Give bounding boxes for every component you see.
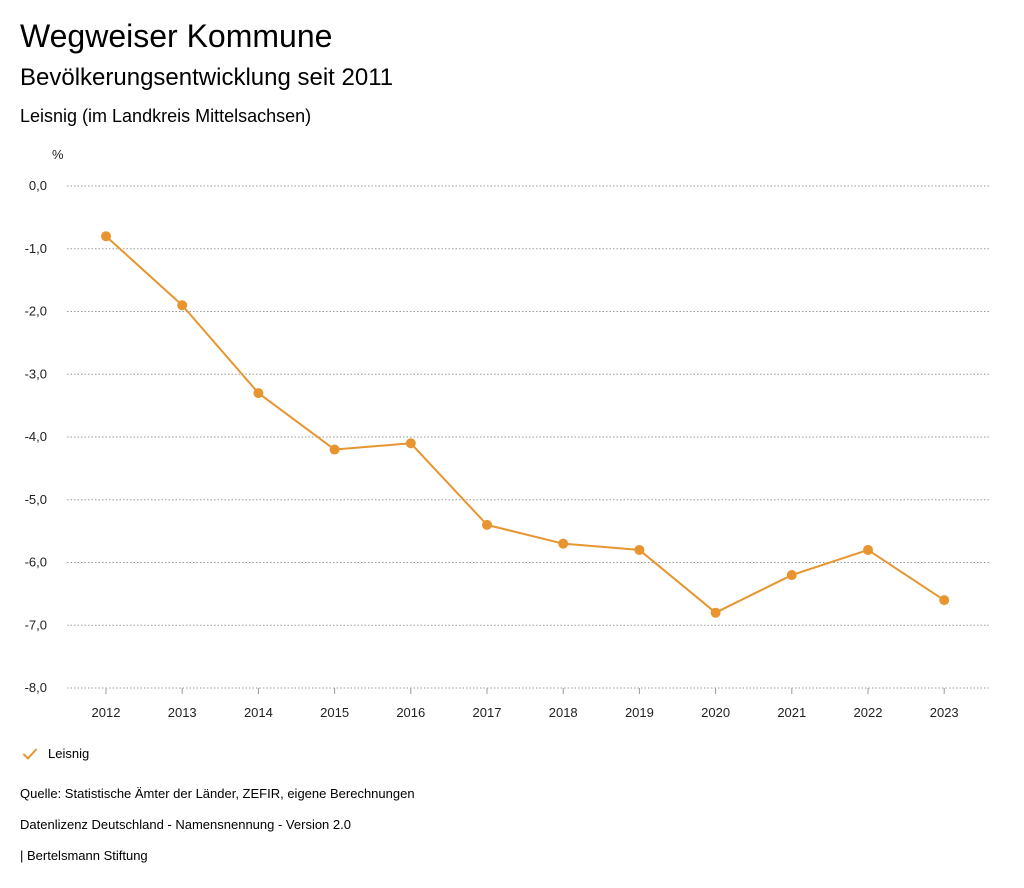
x-tick-label: 2023 <box>930 705 959 720</box>
checkmark-icon <box>23 748 37 760</box>
data-point[interactable] <box>710 607 721 618</box>
x-tick-label: 2013 <box>168 705 197 720</box>
data-point[interactable] <box>253 388 264 399</box>
data-point[interactable] <box>939 595 950 606</box>
legend[interactable]: Leisnig <box>22 744 89 764</box>
y-tick-label: -6,0 <box>25 555 47 570</box>
x-tick-label: 2015 <box>320 705 349 720</box>
data-point[interactable] <box>405 438 416 449</box>
y-tick-label: -3,0 <box>25 366 47 381</box>
series-line-leisnig <box>105 235 945 614</box>
source-note: Quelle: Statistische Ämter der Länder, Z… <box>20 786 415 801</box>
x-tick-label: 2017 <box>473 705 502 720</box>
x-tick-label: 2020 <box>701 705 730 720</box>
license-note: Datenlizenz Deutschland - Namensnennung … <box>20 817 351 832</box>
data-point[interactable] <box>558 538 569 549</box>
y-tick-label: -5,0 <box>25 492 47 507</box>
publisher-note: | Bertelsmann Stiftung <box>20 848 148 863</box>
line-chart: % 0,0 -1,0 -2,0 -3,0 -4,0 -5,0 -6,0 -7,0 -8,0 20… <box>25 147 990 720</box>
data-point[interactable] <box>863 544 873 555</box>
data-point[interactable] <box>329 444 340 455</box>
y-tick-label: -2,0 <box>25 304 47 319</box>
data-point[interactable] <box>634 544 645 555</box>
x-tick-label: 2022 <box>854 705 883 720</box>
x-tick-label: 2021 <box>777 705 806 720</box>
y-tick-label: -4,0 <box>25 429 47 444</box>
data-point[interactable] <box>101 231 111 242</box>
data-point[interactable] <box>177 300 188 311</box>
x-tick-label: 2014 <box>244 705 273 720</box>
legend-item-leisnig: Leisnig <box>48 746 90 761</box>
y-tick-label: -1,0 <box>25 241 47 256</box>
x-tick-label: 2018 <box>549 705 578 720</box>
y-axis-unit-label: % <box>52 147 64 162</box>
page-title: Wegweiser Kommune <box>20 18 333 54</box>
x-tick-label: 2016 <box>396 705 425 720</box>
chart-subtitle: Bevölkerungsentwicklung seit 2011 <box>20 64 394 91</box>
y-tick-label: -8,0 <box>25 680 47 695</box>
y-tick-label: 0,0 <box>29 178 47 193</box>
x-tick-label: 2019 <box>625 705 654 720</box>
y-tick-label: -7,0 <box>25 617 47 632</box>
data-point[interactable] <box>482 519 492 530</box>
region-label: Leisnig (im Landkreis Mittelsachsen) <box>20 106 312 126</box>
data-point[interactable] <box>786 570 797 581</box>
x-tick-label: 2012 <box>92 705 121 720</box>
